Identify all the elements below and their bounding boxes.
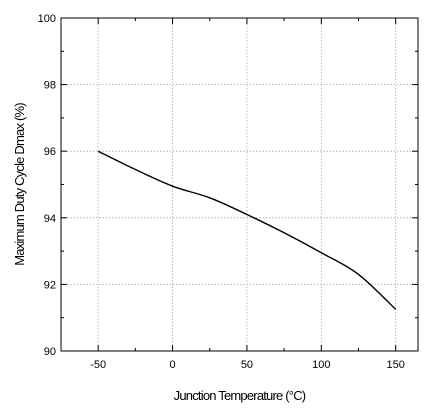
y-tick-label: 92 <box>44 279 56 291</box>
y-tick-labels: 90 92 94 96 98 100 <box>38 13 56 358</box>
x-tick-label: 50 <box>241 359 253 371</box>
x-tick-label: -50 <box>90 359 106 371</box>
series-line-dmax <box>97 150 397 310</box>
y-tick-label: 96 <box>44 146 56 158</box>
y-tick-label: 98 <box>44 80 56 92</box>
minor-ticks <box>60 18 418 351</box>
x-tick-label: 150 <box>387 359 405 371</box>
plot-frame <box>60 17 419 352</box>
y-tick-label: 90 <box>44 346 56 358</box>
x-tick-label: 0 <box>170 359 176 371</box>
x-tick-label: 100 <box>312 359 330 371</box>
y-tick-label: 100 <box>38 13 56 25</box>
y-tick-label: 94 <box>44 213 56 225</box>
x-tick-labels: -50 0 50 100 150 <box>90 359 405 371</box>
series-layer <box>97 150 397 310</box>
x-axis-title: Junction Temperature (°C) <box>174 388 306 403</box>
major-ticks <box>61 17 418 352</box>
grid-lines <box>61 18 418 351</box>
y-axis-title: Maximum Duty Cycle Dmax (%) <box>12 103 27 266</box>
